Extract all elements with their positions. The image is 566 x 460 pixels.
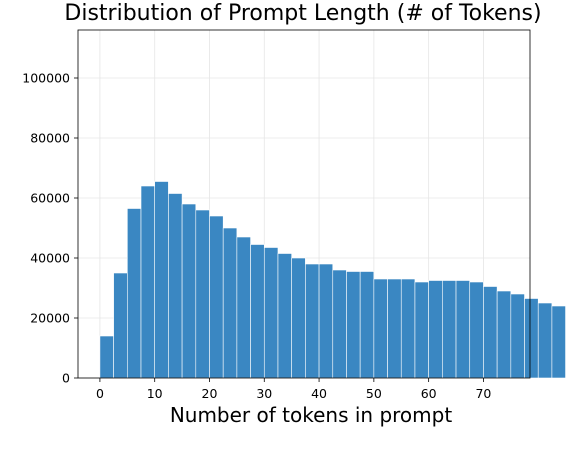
histogram-bar	[483, 286, 498, 379]
plot-frame	[77, 29, 531, 379]
histogram-bar	[332, 269, 347, 379]
y-tick-label: 40000	[30, 251, 70, 266]
y-tick-label: 0	[62, 371, 70, 386]
histogram-bar	[496, 290, 512, 379]
x-tick-label: 0	[96, 386, 104, 401]
x-tick-label: 60	[421, 386, 437, 401]
histogram-bar	[455, 280, 471, 379]
histogram-bar	[469, 281, 484, 379]
chart-title: Distribution of Prompt Length (# of Toke…	[64, 1, 541, 26]
histogram-bar	[277, 253, 292, 379]
histogram-bar	[524, 298, 539, 379]
histogram-bar	[168, 193, 183, 379]
y-tick-label: 60000	[30, 191, 70, 206]
histogram-bar	[209, 215, 224, 379]
histogram-bar	[250, 244, 265, 379]
x-tick-label: 50	[366, 386, 382, 401]
histogram-bar	[154, 181, 169, 379]
histogram-bar	[346, 271, 361, 379]
histogram-bar	[140, 185, 156, 379]
histogram-bar	[263, 247, 279, 379]
histogram-bar	[442, 280, 457, 379]
y-tick-label: 100000	[22, 71, 70, 86]
histogram-bar	[291, 257, 306, 379]
histogram-bar	[510, 293, 525, 379]
x-tick-label: 10	[147, 386, 163, 401]
histogram-bar	[318, 263, 334, 379]
y-axis-ticks: 0 20000 40000 60000 80000 100000	[22, 71, 78, 386]
histogram-bar	[373, 278, 388, 379]
histogram-bar	[236, 236, 251, 379]
histogram-bar	[400, 278, 416, 379]
histogram-bar	[428, 280, 443, 379]
histogram-bar	[181, 203, 197, 379]
histogram-bar	[195, 209, 210, 379]
x-axis-ticks: 0 10 20 30 40 50 60 70	[96, 378, 491, 401]
histogram-bar	[359, 271, 375, 379]
x-tick-label: 30	[256, 386, 272, 401]
histogram-bar	[113, 272, 128, 379]
x-tick-label: 70	[475, 386, 491, 401]
histogram-bar	[537, 302, 553, 379]
histogram-bar	[127, 208, 142, 379]
x-tick-label: 20	[202, 386, 218, 401]
histogram-bar	[387, 278, 402, 379]
histogram-bar	[414, 281, 429, 379]
histogram-bar	[222, 227, 238, 379]
axes	[77, 29, 531, 379]
histogram-bar	[99, 335, 114, 379]
histogram-bar	[305, 263, 320, 379]
y-tick-label: 20000	[30, 311, 70, 326]
histogram-bar	[551, 305, 566, 379]
x-axis-label: Number of tokens in prompt	[170, 403, 453, 427]
x-tick-label: 40	[311, 386, 327, 401]
histogram-bars	[99, 181, 566, 379]
y-tick-label: 80000	[30, 131, 70, 146]
